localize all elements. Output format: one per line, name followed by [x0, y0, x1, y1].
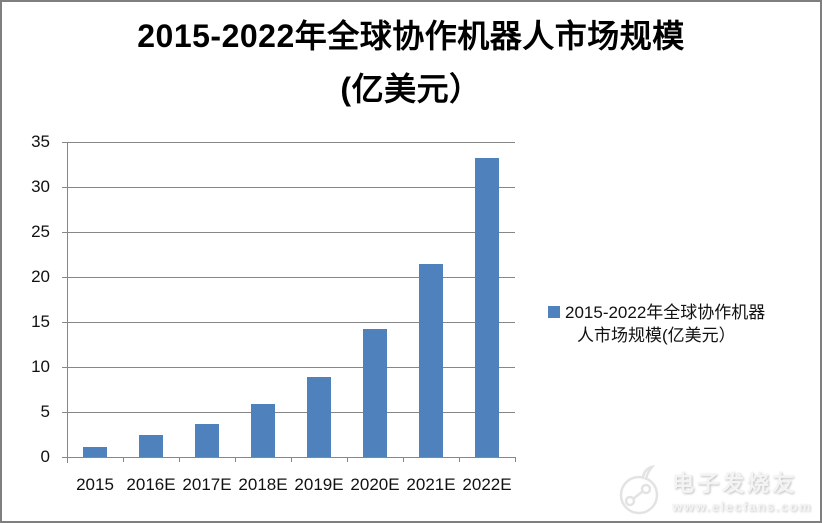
- bar: [307, 376, 331, 457]
- watermark-brand: 电子发烧友: [672, 471, 798, 496]
- x-axis-tick: [291, 457, 292, 462]
- bar: [419, 264, 443, 457]
- bar: [251, 403, 275, 457]
- x-axis-tick: [403, 457, 404, 462]
- y-axis-tick-label: 25: [31, 222, 50, 241]
- x-axis-tick-label: 2021E: [406, 475, 456, 494]
- legend: 2015-2022年全球协作机器 人市场规模(亿美元）: [548, 301, 818, 347]
- x-axis-tick: [67, 457, 68, 462]
- y-axis-tick-label: 35: [31, 132, 50, 151]
- legend-label-line1: 2015-2022年全球协作机器: [565, 303, 766, 322]
- bar: [83, 447, 107, 457]
- gridline: [62, 367, 515, 368]
- x-axis-tick: [179, 457, 180, 462]
- y-axis-labels: 0 5 10 15 20 25 30 35: [2, 132, 50, 466]
- bar: [195, 423, 219, 457]
- watermark-text: 电子发烧友 www.elecfans.com: [672, 466, 812, 514]
- legend-label: 2015-2022年全球协作机器 人市场规模(亿美元）: [565, 301, 765, 347]
- gridline: [62, 322, 515, 323]
- x-axis-labels: 2015 2016E 2017E 2018E 2019E 2020E 2021E 2022E: [67, 475, 515, 497]
- x-axis-tick-label: 2015: [76, 475, 114, 494]
- legend-marker-icon: [548, 306, 560, 318]
- bar: [139, 435, 163, 457]
- watermark-url: www.elecfans.com: [672, 499, 812, 514]
- y-axis-tick-label: 20: [31, 267, 50, 286]
- x-axis-tick-label: 2020E: [350, 475, 400, 494]
- gridline: [62, 187, 515, 188]
- x-axis-tick: [515, 457, 516, 462]
- x-axis-tick: [347, 457, 348, 462]
- legend-label-line2: 人市场规模(亿美元）: [577, 326, 736, 345]
- y-axis-tick-label: 10: [31, 357, 50, 376]
- x-axis-tick-label: 2016E: [126, 475, 176, 494]
- elecfans-logo-icon: [619, 464, 659, 515]
- chart-title-line2: (亿美元）: [340, 71, 482, 107]
- bar: [475, 158, 499, 457]
- gridline: [62, 142, 515, 143]
- y-axis-tick-label: 5: [40, 402, 50, 421]
- x-axis-line: [62, 457, 515, 458]
- gridline: [62, 412, 515, 413]
- gridline: [62, 232, 515, 233]
- y-axis-tick-label: 15: [31, 312, 50, 331]
- chart-title: 2015-2022年全球协作机器人市场规模 (亿美元）: [2, 10, 820, 116]
- x-axis-tick-label: 2018E: [238, 475, 288, 494]
- x-axis-tick-label: 2017E: [182, 475, 232, 494]
- y-axis-tick-label: 0: [40, 447, 50, 466]
- x-axis-tick-label: 2022E: [462, 475, 512, 494]
- plot-area: [62, 142, 516, 463]
- y-axis-tick-label: 30: [31, 177, 50, 196]
- x-axis-tick: [235, 457, 236, 462]
- chart-title-line1: 2015-2022年全球协作机器人市场规模: [137, 18, 685, 54]
- x-axis-tick-label: 2019E: [294, 475, 344, 494]
- gridline: [62, 277, 515, 278]
- y-axis-line: [67, 142, 68, 463]
- x-axis-tick: [123, 457, 124, 462]
- x-axis-tick: [459, 457, 460, 462]
- watermark: 电子发烧友 www.elecfans.com: [616, 464, 812, 516]
- bar: [363, 329, 387, 457]
